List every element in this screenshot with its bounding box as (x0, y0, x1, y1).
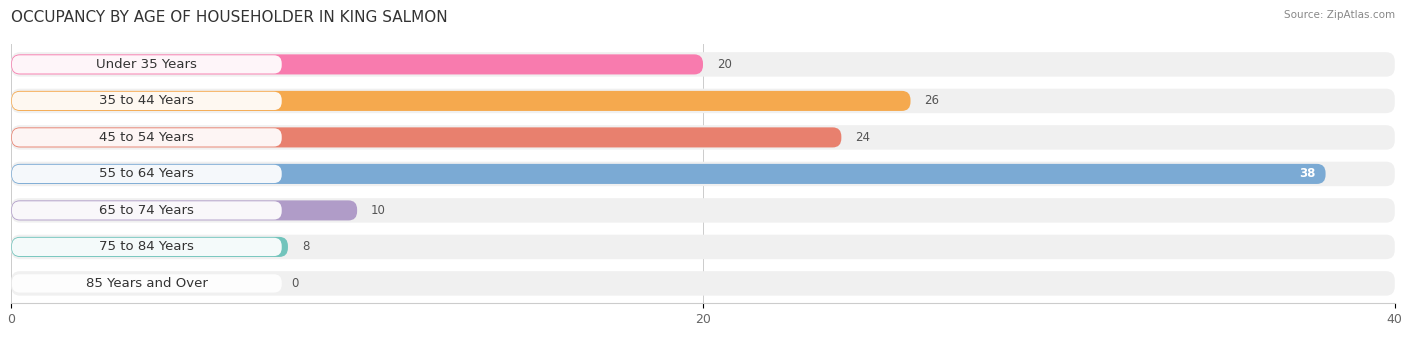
Text: 26: 26 (924, 94, 939, 107)
FancyBboxPatch shape (11, 237, 288, 257)
Text: 85 Years and Over: 85 Years and Over (86, 277, 208, 290)
Text: OCCUPANCY BY AGE OF HOUSEHOLDER IN KING SALMON: OCCUPANCY BY AGE OF HOUSEHOLDER IN KING … (11, 10, 449, 25)
Text: 8: 8 (302, 240, 309, 253)
FancyBboxPatch shape (11, 92, 281, 110)
FancyBboxPatch shape (11, 238, 281, 256)
FancyBboxPatch shape (11, 52, 1395, 77)
Text: 75 to 84 Years: 75 to 84 Years (100, 240, 194, 253)
Text: 35 to 44 Years: 35 to 44 Years (100, 94, 194, 107)
Text: 20: 20 (717, 58, 731, 71)
FancyBboxPatch shape (11, 128, 281, 147)
FancyBboxPatch shape (11, 162, 1395, 186)
Text: 24: 24 (855, 131, 870, 144)
FancyBboxPatch shape (11, 164, 1326, 184)
FancyBboxPatch shape (11, 54, 703, 74)
Text: 10: 10 (371, 204, 385, 217)
FancyBboxPatch shape (11, 91, 911, 111)
FancyBboxPatch shape (11, 198, 1395, 223)
Text: 65 to 74 Years: 65 to 74 Years (100, 204, 194, 217)
FancyBboxPatch shape (11, 128, 841, 147)
FancyBboxPatch shape (11, 274, 281, 293)
Text: 45 to 54 Years: 45 to 54 Years (100, 131, 194, 144)
FancyBboxPatch shape (11, 201, 357, 220)
FancyBboxPatch shape (11, 271, 1395, 296)
Text: 55 to 64 Years: 55 to 64 Years (100, 167, 194, 180)
Text: 0: 0 (291, 277, 299, 290)
Text: 38: 38 (1299, 167, 1315, 180)
FancyBboxPatch shape (11, 235, 1395, 259)
FancyBboxPatch shape (11, 55, 281, 74)
FancyBboxPatch shape (11, 165, 281, 183)
Text: Under 35 Years: Under 35 Years (97, 58, 197, 71)
FancyBboxPatch shape (11, 201, 281, 220)
FancyBboxPatch shape (11, 89, 1395, 113)
Text: Source: ZipAtlas.com: Source: ZipAtlas.com (1284, 10, 1395, 20)
FancyBboxPatch shape (11, 125, 1395, 150)
